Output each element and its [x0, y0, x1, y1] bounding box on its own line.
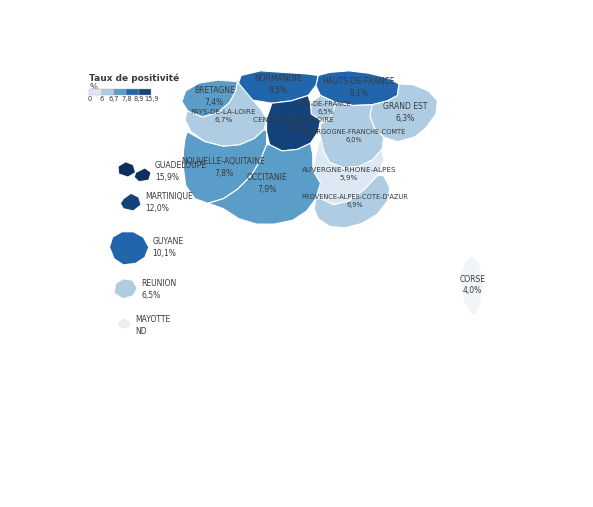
Text: GUYANE
10,1%: GUYANE 10,1%: [152, 237, 184, 258]
Text: 7,8: 7,8: [121, 96, 132, 102]
Text: NORMANDIE
8,5%: NORMANDIE 8,5%: [254, 75, 302, 95]
Text: %: %: [90, 83, 97, 92]
Polygon shape: [236, 71, 318, 103]
Text: BRETAGNE
7,4%: BRETAGNE 7,4%: [194, 86, 235, 106]
Text: AUVERGNE-RHONE-ALPES
5,9%: AUVERGNE-RHONE-ALPES 5,9%: [302, 167, 396, 181]
Bar: [90, 89, 102, 95]
Text: MARTINIQUE
12,0%: MARTINIQUE 12,0%: [145, 192, 193, 213]
Polygon shape: [311, 95, 340, 120]
Polygon shape: [110, 232, 149, 265]
Text: PROVENCE-ALPES-COTE-D'AZUR
6,9%: PROVENCE-ALPES-COTE-D'AZUR 6,9%: [301, 194, 408, 208]
Text: OCCITANIE
7,9%: OCCITANIE 7,9%: [246, 173, 287, 194]
Polygon shape: [208, 143, 320, 224]
Text: 6,7: 6,7: [109, 96, 119, 102]
Polygon shape: [183, 129, 267, 203]
Polygon shape: [320, 102, 384, 168]
Text: REUNION
6,5%: REUNION 6,5%: [141, 279, 176, 300]
Polygon shape: [118, 318, 131, 330]
Text: GRAND EST
6,3%: GRAND EST 6,3%: [383, 102, 428, 123]
Text: CORSE
4,0%: CORSE 4,0%: [459, 274, 485, 295]
Bar: [139, 89, 151, 95]
Text: BOURGOGNE-FRANCHE-COMTE
6,0%: BOURGOGNE-FRANCHE-COMTE 6,0%: [302, 129, 406, 142]
Bar: [126, 89, 139, 95]
Polygon shape: [182, 76, 241, 117]
Bar: [114, 89, 126, 95]
Text: MAYOTTE
ND: MAYOTTE ND: [136, 315, 171, 336]
Bar: [102, 89, 114, 95]
Text: 0: 0: [87, 96, 91, 102]
Polygon shape: [314, 175, 390, 228]
Polygon shape: [267, 95, 320, 151]
Text: 6: 6: [100, 96, 104, 102]
Polygon shape: [370, 84, 438, 141]
Text: CENTRE-VAL DE LOIRE
8,9%: CENTRE-VAL DE LOIRE 8,9%: [253, 117, 334, 131]
Text: HAUTS-DE-FRANCE
8,1%: HAUTS-DE-FRANCE 8,1%: [323, 78, 395, 98]
Text: ILE-DE-FRANCE
6,5%: ILE-DE-FRANCE 6,5%: [301, 101, 350, 115]
Text: 8,9: 8,9: [133, 96, 144, 102]
Polygon shape: [461, 256, 484, 316]
Polygon shape: [313, 137, 384, 205]
Text: GUADELOUPE
15,9%: GUADELOUPE 15,9%: [155, 161, 207, 182]
Text: 15,9: 15,9: [144, 96, 158, 102]
Polygon shape: [134, 168, 151, 182]
Text: PAYS-DE-LA-LOIRE
6,7%: PAYS-DE-LA-LOIRE 6,7%: [190, 110, 256, 123]
Text: Taux de positivité: Taux de positivité: [90, 74, 180, 84]
Polygon shape: [118, 162, 136, 177]
Polygon shape: [185, 82, 267, 147]
Polygon shape: [316, 71, 399, 105]
Text: NOUVELLE-AQUITAINE
7,8%: NOUVELLE-AQUITAINE 7,8%: [181, 158, 265, 178]
Polygon shape: [114, 279, 137, 299]
Polygon shape: [120, 193, 141, 211]
